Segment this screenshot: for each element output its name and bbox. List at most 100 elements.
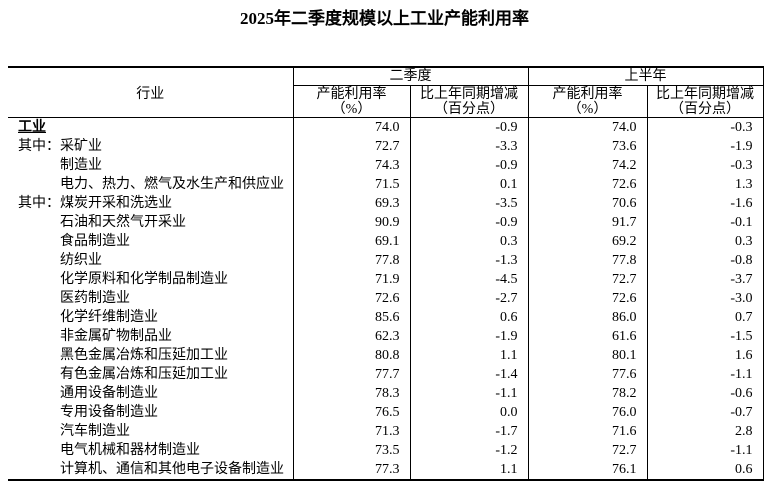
industry-name: 化学原料和化学制品制造业: [60, 272, 228, 287]
industry-name: 制造业: [60, 158, 102, 173]
q2-change-label-line2: （百分点）: [434, 101, 504, 117]
q2-change-value: -3.3: [409, 137, 528, 156]
q2-change-value: -3.5: [409, 194, 528, 213]
table-row: 制造业 74.3 -0.9 74.2 -0.3: [8, 156, 764, 175]
table-row: 计算机、通信和其他电子设备制造业 77.3 1.1 76.1 0.6: [8, 460, 764, 480]
industry-cell: 化学原料和化学制品制造业: [8, 270, 293, 289]
h1-utilization-value: 61.6: [527, 327, 647, 346]
h1-utilization-value: 77.8: [527, 251, 647, 270]
q2-change-value: -1.9: [409, 327, 528, 346]
table-row: 有色金属冶炼和压延加工业 77.7 -1.4 77.6 -1.1: [8, 365, 764, 384]
table-row: 食品制造业 69.1 0.3 69.2 0.3: [8, 232, 764, 251]
h1-change-value: 1.6: [646, 346, 764, 365]
q2-utilization-value: 62.3: [292, 327, 410, 346]
q2-change-value: -2.7: [409, 289, 528, 308]
industry-cell: 汽车制造业: [8, 422, 293, 441]
industry-name: 汽车制造业: [60, 424, 130, 439]
q2-change-value: 0.0: [409, 403, 528, 422]
q2-change-value: -0.9: [409, 213, 528, 232]
h1-change-value: 0.7: [646, 308, 764, 327]
h1-utilization-value: 76.0: [527, 403, 647, 422]
h1-change-label-line1: 比上年同期增减: [656, 86, 754, 102]
h1-change-value: 0.6: [646, 460, 764, 480]
industry-cell: 其中：采矿业: [8, 137, 293, 156]
h1-change-value: -0.8: [646, 251, 764, 270]
q2-change-value: -0.9: [409, 117, 528, 137]
industry-cell: 通用设备制造业: [8, 384, 293, 403]
industry-cell: 石油和天然气开采业: [8, 213, 293, 232]
q2-utilization-value: 69.3: [292, 194, 410, 213]
h1-utilization-value: 80.1: [527, 346, 647, 365]
col-header-q2-change: 比上年同期增减 （百分点）: [409, 85, 528, 118]
q2-utilization-value: 77.7: [292, 365, 410, 384]
q2-change-value: 0.3: [409, 232, 528, 251]
industry-name: 食品制造业: [60, 234, 130, 249]
h1-change-label-line2: （百分点）: [670, 101, 740, 117]
industry-name: 非金属矿物制品业: [60, 329, 172, 344]
h1-change-value: 2.8: [646, 422, 764, 441]
h1-change-value: -1.9: [646, 137, 764, 156]
industry-name: 工业: [18, 120, 46, 135]
h1-change-value: 1.3: [646, 175, 764, 194]
q2-change-value: 0.1: [409, 175, 528, 194]
table-row: 黑色金属冶炼和压延加工业 80.8 1.1 80.1 1.6: [8, 346, 764, 365]
industry-cell: 制造业: [8, 156, 293, 175]
h1-utilization-value: 78.2: [527, 384, 647, 403]
table-row: 石油和天然气开采业 90.9 -0.9 91.7 -0.1: [8, 213, 764, 232]
industry-name: 计算机、通信和其他电子设备制造业: [60, 462, 284, 477]
q2-utilization-value: 76.5: [292, 403, 410, 422]
h1-utilization-label-line1: 产能利用率: [552, 86, 623, 102]
industry-name: 采矿业: [60, 139, 102, 154]
q2-utilization-value: 80.8: [292, 346, 410, 365]
table-row: 电气机械和器材制造业 73.5 -1.2 72.7 -1.1: [8, 441, 764, 460]
h1-utilization-value: 76.1: [527, 460, 647, 480]
industry-cell: 有色金属冶炼和压延加工业: [8, 365, 293, 384]
q2-change-value: 0.6: [409, 308, 528, 327]
industry-name: 黑色金属冶炼和压延加工业: [60, 348, 228, 363]
industry-cell: 计算机、通信和其他电子设备制造业: [8, 460, 293, 480]
table-row: 专用设备制造业 76.5 0.0 76.0 -0.7: [8, 403, 764, 422]
q2-change-value: -1.7: [409, 422, 528, 441]
table-row: 其中：煤炭开采和洗选业 69.3 -3.5 70.6 -1.6: [8, 194, 764, 213]
h1-utilization-value: 74.2: [527, 156, 647, 175]
industry-name: 电气机械和器材制造业: [60, 443, 200, 458]
industry-prefix: 其中：: [18, 196, 60, 211]
table-row: 化学纤维制造业 85.6 0.6 86.0 0.7: [8, 308, 764, 327]
group-header-row: 行业 二季度 上半年: [8, 67, 764, 118]
table-row: 非金属矿物制品业 62.3 -1.9 61.6 -1.5: [8, 327, 764, 346]
h1-utilization-label-line2: （%）: [567, 101, 608, 117]
h1-utilization-value: 86.0: [527, 308, 647, 327]
q2-utilization-value: 69.1: [292, 232, 410, 251]
h1-utilization-value: 71.6: [527, 422, 647, 441]
h1-utilization-value: 77.6: [527, 365, 647, 384]
industry-cell: 电气机械和器材制造业: [8, 441, 293, 460]
industry-cell: 化学纤维制造业: [8, 308, 293, 327]
industry-cell: 医药制造业: [8, 289, 293, 308]
industry-cell: 纺织业: [8, 251, 293, 270]
q2-utilization-value: 71.9: [292, 270, 410, 289]
q2-change-value: -1.4: [409, 365, 528, 384]
page: 2025年二季度规模以上工业产能利用率 行业 二季度 上半年 产能利用率 （%）…: [0, 8, 769, 481]
col-group-h1: 上半年: [527, 67, 764, 86]
table-row: 其中：采矿业 72.7 -3.3 73.6 -1.9: [8, 137, 764, 156]
industry-name: 通用设备制造业: [60, 386, 158, 401]
q2-utilization-value: 71.5: [292, 175, 410, 194]
page-title: 2025年二季度规模以上工业产能利用率: [240, 9, 529, 28]
industry-cell: 其中：煤炭开采和洗选业: [8, 194, 293, 213]
table-header: 行业 二季度 上半年 产能利用率 （%） 比上年同期增减 （百分点） 产能利用率…: [8, 67, 764, 118]
h1-utilization-value: 72.6: [527, 289, 647, 308]
industry-prefix: 其中：: [18, 139, 60, 154]
h1-change-value: -0.6: [646, 384, 764, 403]
capacity-utilization-table: 行业 二季度 上半年 产能利用率 （%） 比上年同期增减 （百分点） 产能利用率…: [8, 66, 764, 481]
industry-name: 纺织业: [60, 253, 102, 268]
h1-utilization-value: 91.7: [527, 213, 647, 232]
col-header-h1-change: 比上年同期增减 （百分点）: [646, 85, 764, 118]
q2-utilization-value: 72.6: [292, 289, 410, 308]
table-row: 通用设备制造业 78.3 -1.1 78.2 -0.6: [8, 384, 764, 403]
h1-utilization-value: 69.2: [527, 232, 647, 251]
q2-change-value: -1.1: [409, 384, 528, 403]
sub-header-row: 产能利用率 （%） 比上年同期增减 （百分点） 产能利用率 （%） 比上年同期增…: [8, 85, 764, 118]
q2-change-value: -4.5: [409, 270, 528, 289]
h1-change-value: -0.3: [646, 156, 764, 175]
q2-utilization-value: 73.5: [292, 441, 410, 460]
